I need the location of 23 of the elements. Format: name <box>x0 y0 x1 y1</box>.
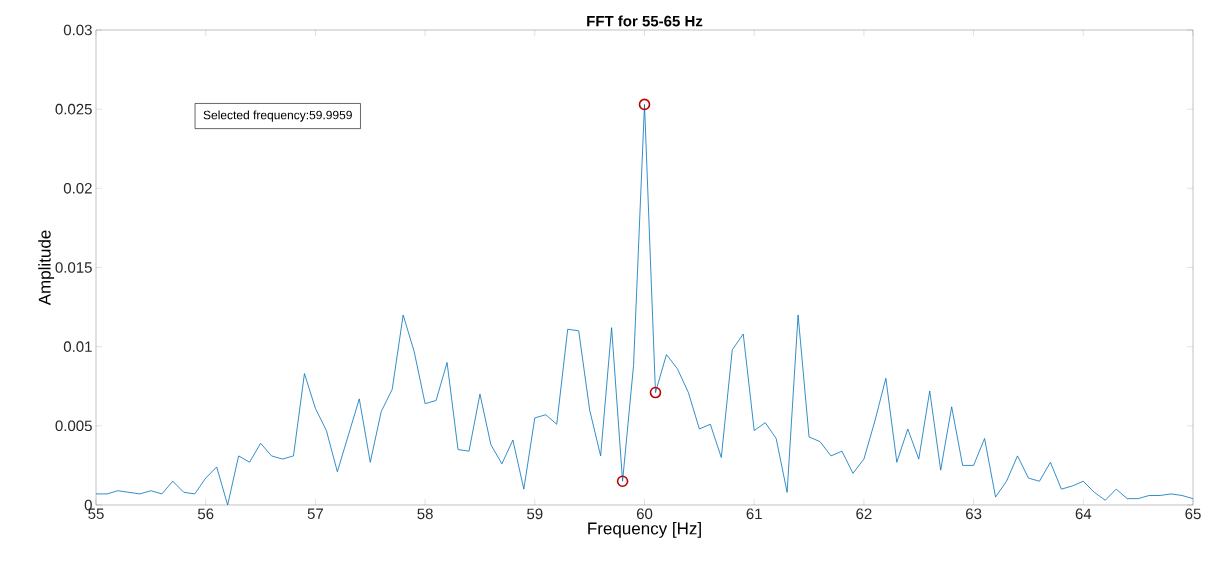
point <box>616 475 629 488</box>
x-tick-label: 64 <box>1075 508 1092 520</box>
x-axis-title: Frequency [Hz] <box>588 522 701 538</box>
annotation: Selected frequency:59.9959 <box>203 110 352 122</box>
x-tick-label: 58 <box>417 508 433 520</box>
y-tick-label: 0.02 <box>63 183 92 194</box>
point <box>649 386 662 399</box>
chart-title: FFT for 55-65 Hz <box>587 15 703 27</box>
y-tick-label: 0.015 <box>55 262 92 273</box>
point <box>638 98 651 111</box>
y-tick-label: 0.025 <box>55 103 92 115</box>
x-tick-label: 65 <box>1185 508 1201 520</box>
x-tick-label: 63 <box>966 508 982 520</box>
x-tick-label: 59 <box>527 508 543 520</box>
x-tick-label: 62 <box>856 508 872 520</box>
x-tick-label: 57 <box>307 508 323 519</box>
x-tick-label: 61 <box>746 508 762 520</box>
y-axis-title: Amplitude <box>38 230 55 306</box>
y-tick-label: 0.01 <box>63 341 92 352</box>
x-tick-label: 60 <box>636 508 653 520</box>
y-tick-label: 0.03 <box>63 24 92 36</box>
y-tick-label: 0.005 <box>55 420 92 432</box>
x-tick-label: 56 <box>197 508 214 520</box>
